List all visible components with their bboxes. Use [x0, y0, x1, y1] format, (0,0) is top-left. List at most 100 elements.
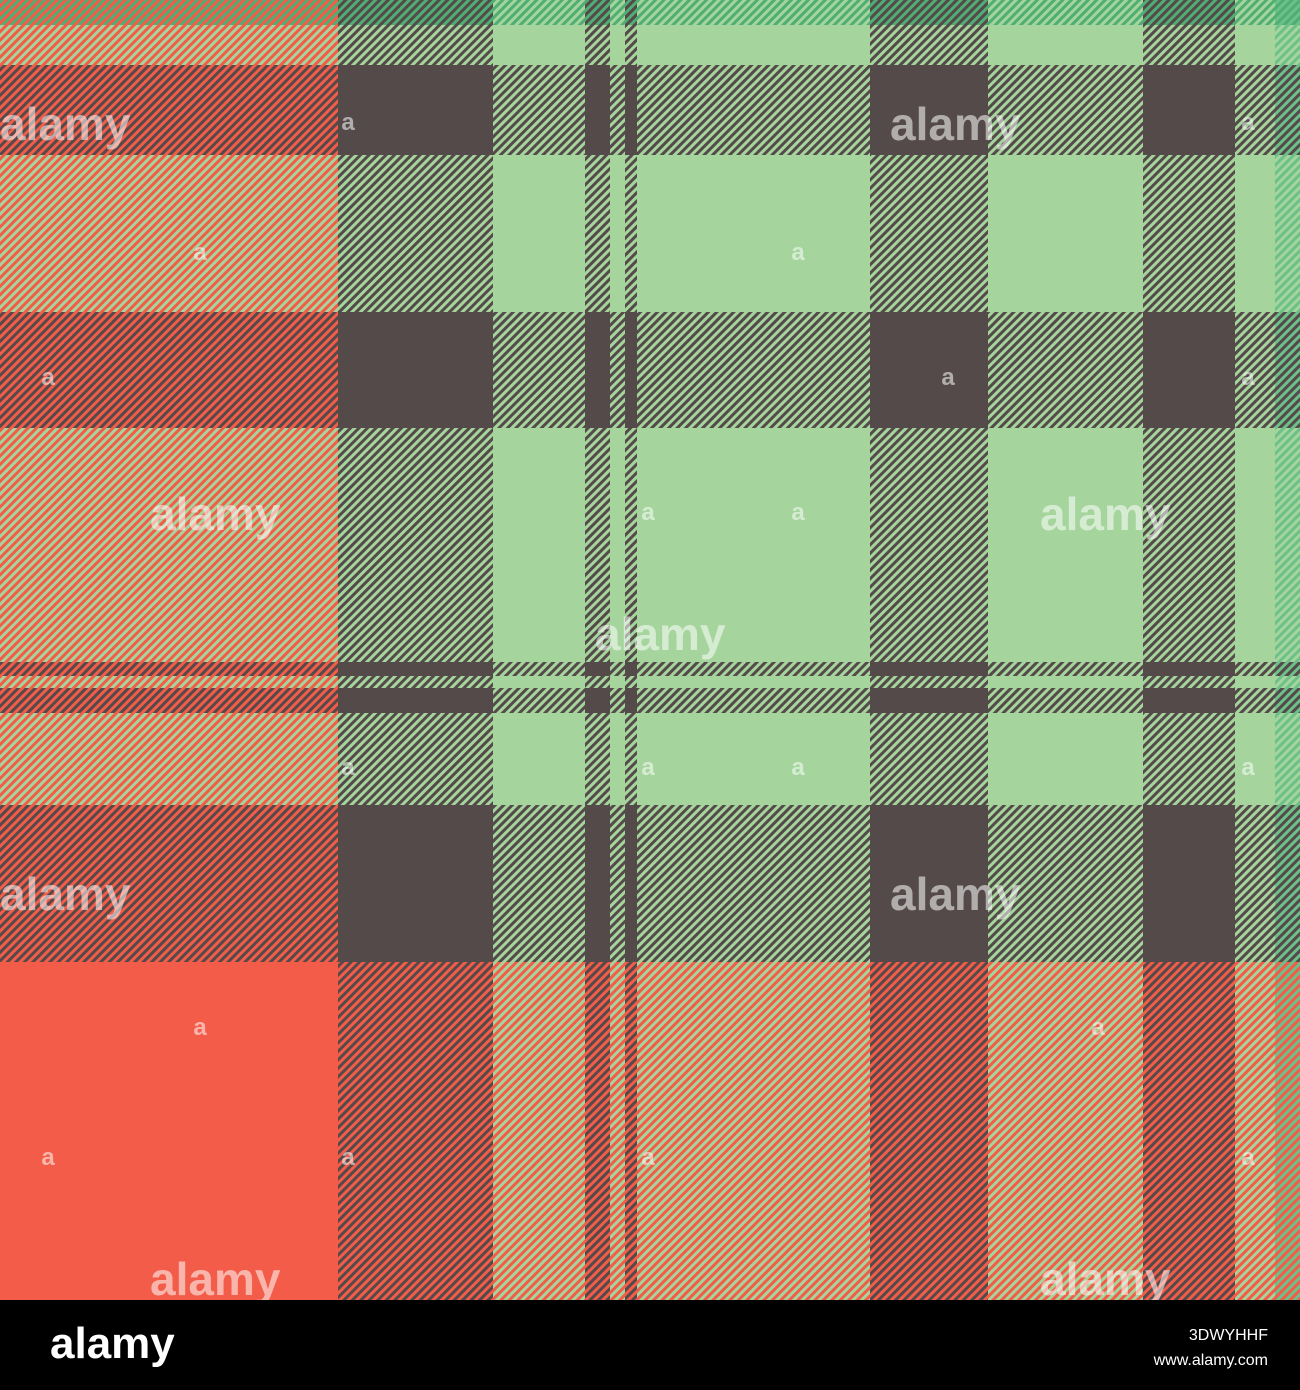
plaid-cell: [870, 0, 988, 25]
plaid-cell: [338, 65, 493, 155]
plaid-cell: [0, 962, 338, 1300]
plaid-cell: [1275, 713, 1300, 805]
plaid-cell: [625, 662, 637, 676]
plaid-cell: [637, 65, 870, 155]
plaid-cell: [585, 25, 610, 65]
plaid-cell: [1143, 688, 1235, 713]
plaid-cell: [1235, 428, 1275, 662]
plaid-cell: [1235, 65, 1275, 155]
plaid-cell: [610, 688, 625, 713]
plaid-cell: [610, 962, 625, 1300]
plaid-cell: [0, 805, 338, 962]
watermark-mark: a: [41, 1144, 55, 1171]
plaid-cell: [1275, 428, 1300, 662]
plaid-cell: [870, 155, 988, 312]
plaid-cell: [493, 155, 585, 312]
plaid-cell: [493, 713, 585, 805]
plaid-cell: [610, 713, 625, 805]
plaid-cell: [610, 428, 625, 662]
plaid-cell: [1143, 713, 1235, 805]
plaid-cell: [585, 713, 610, 805]
watermark-mark: a: [1241, 1144, 1255, 1171]
plaid-cell: [1235, 0, 1275, 25]
watermark-mark: a: [1241, 754, 1255, 781]
plaid-cell: [610, 155, 625, 312]
watermark-mark: a: [341, 1144, 355, 1171]
plaid-cell: [493, 0, 585, 25]
plaid-cell: [1275, 65, 1300, 155]
plaid-cell: [338, 25, 493, 65]
watermark-mark: a: [641, 499, 655, 526]
watermark-logo: alamy: [1040, 1253, 1171, 1305]
image-id: 3DWYHHF: [1189, 1327, 1268, 1344]
watermark-logo: alamy: [1040, 488, 1171, 540]
plaid-cell: [1275, 155, 1300, 312]
plaid-cell: [625, 312, 637, 428]
plaid-cell: [338, 688, 493, 713]
plaid-cell: [637, 155, 870, 312]
plaid-cell: [493, 805, 585, 962]
plaid-cell: [625, 0, 637, 25]
plaid-cell: [870, 312, 988, 428]
footer-logo: alamy: [50, 1319, 175, 1368]
plaid-cell: [870, 676, 988, 688]
plaid-cell: [610, 312, 625, 428]
plaid-cell: [625, 805, 637, 962]
plaid-cell: [1143, 676, 1235, 688]
plaid-cell: [610, 805, 625, 962]
plaid-cell: [1143, 65, 1235, 155]
footer-bar: [0, 1300, 1300, 1390]
plaid-cell: [493, 676, 585, 688]
watermark-mark: a: [641, 1144, 655, 1171]
plaid-cell: [585, 65, 610, 155]
plaid-cell: [988, 65, 1143, 155]
plaid-cell: [585, 688, 610, 713]
plaid-cell: [338, 713, 493, 805]
plaid-cell: [610, 662, 625, 676]
plaid-cell: [625, 676, 637, 688]
plaid-cell: [0, 688, 338, 713]
plaid-cell: [988, 428, 1143, 662]
plaid-cell: [585, 805, 610, 962]
plaid-cell: [1235, 805, 1275, 962]
plaid-cell: [625, 428, 637, 662]
plaid-cell: [988, 0, 1143, 25]
plaid-cell: [870, 688, 988, 713]
plaid-cell: [988, 713, 1143, 805]
watermarks: alamy alamy alamy alamy alamy alamy alamy alamy…: [0, 98, 1255, 1305]
plaid-cell: [338, 962, 493, 1300]
plaid-cell: [637, 805, 870, 962]
plaid-cell: [1235, 662, 1275, 676]
plaid-cell: [493, 662, 585, 676]
plaid-cell: [585, 0, 610, 25]
plaid-cell: [625, 713, 637, 805]
plaid-cell: [0, 713, 338, 805]
watermark-mark: a: [1241, 364, 1255, 391]
footer-url: www.alamy.com: [1153, 1352, 1268, 1369]
plaid-cell: [610, 65, 625, 155]
plaid-cell: [1275, 0, 1300, 25]
plaid-cell: [0, 676, 338, 688]
plaid-cell: [988, 688, 1143, 713]
plaid-cell: [585, 662, 610, 676]
plaid-cell: [338, 428, 493, 662]
plaid-cell: [338, 312, 493, 428]
plaid-cell: [637, 0, 870, 25]
watermark-mark: a: [341, 109, 355, 136]
plaid-cell: [637, 688, 870, 713]
plaid-cell: [637, 676, 870, 688]
plaid-cell: [870, 962, 988, 1300]
plaid-cell: [637, 428, 870, 662]
plaid-cell: [1235, 155, 1275, 312]
plaid-cell: [1143, 155, 1235, 312]
plaid-cell: [585, 962, 610, 1300]
plaid-cell: [625, 65, 637, 155]
plaid-cell: [1275, 312, 1300, 428]
plaid-cell: [1143, 805, 1235, 962]
plaid: [0, 0, 1300, 1300]
plaid-cell: [1235, 312, 1275, 428]
watermark-mark: a: [41, 364, 55, 391]
plaid-cell: [988, 312, 1143, 428]
plaid-cell: [338, 662, 493, 676]
